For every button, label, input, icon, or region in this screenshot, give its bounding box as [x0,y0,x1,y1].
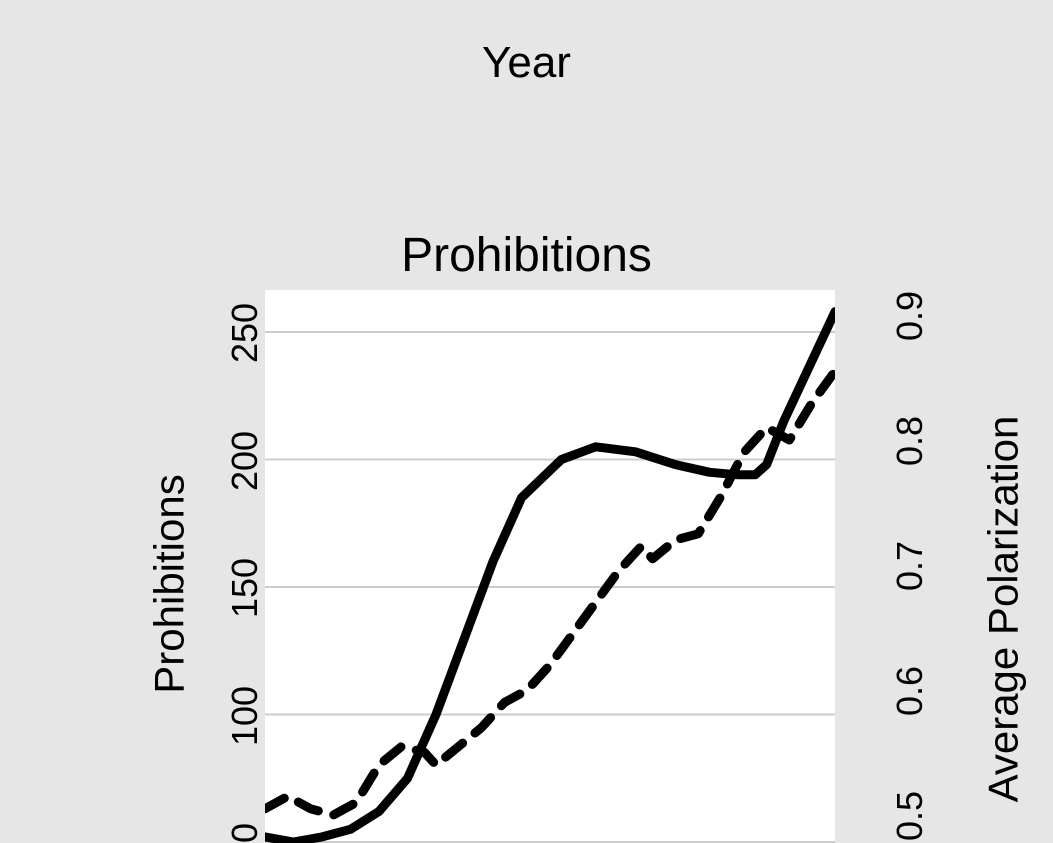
y-axis-right-label: Average Polarization [979,416,1027,803]
y-right-tick: 0.8 [889,381,931,501]
y-left-tick: 150 [224,533,266,643]
y-left-tick: 250 [224,278,266,388]
y-left-tick: 100 [224,661,266,771]
upper-chart-xlabel: Year [0,38,1053,88]
chart-plot-area [265,290,835,843]
plot-background [265,290,835,843]
y-right-tick: 0.7 [889,506,931,626]
y-left-tick: 50 [224,788,266,843]
y-left-tick: 200 [224,406,266,516]
y-axis-left-label: Prohibitions [146,474,194,693]
y-right-tick: 0.9 [889,256,931,376]
chart-lines-svg [265,290,835,843]
page-root: Year Prohibitions Prohibitions Average P… [0,0,1053,843]
y-right-tick: 0.6 [889,631,931,751]
y-right-tick: 0.5 [889,756,931,843]
